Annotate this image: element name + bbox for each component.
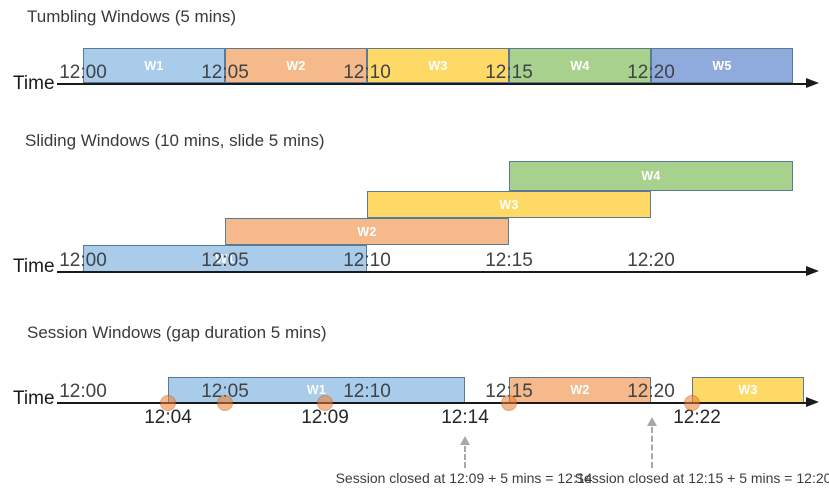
- event-time-label: 12:22: [673, 407, 721, 428]
- event-dot: [684, 395, 700, 411]
- tick-label: 12:05: [201, 250, 249, 271]
- tick-label: 12:20: [627, 62, 675, 83]
- window-label: W4: [570, 58, 590, 73]
- session-closed-annotation-2: Session closed at 12:15 + 5 mins = 12:20: [574, 470, 829, 486]
- axis-arrowhead-icon: [806, 78, 819, 88]
- tick-label: 12:00: [59, 381, 107, 402]
- tick-label: 12:10: [343, 250, 391, 271]
- event-dot: [501, 395, 517, 411]
- tick-label: 12:10: [343, 62, 391, 83]
- sliding-window-w2: W2: [225, 218, 509, 245]
- sliding-window-w1: W1: [83, 245, 367, 272]
- annotation-arrowhead-icon: [647, 417, 657, 426]
- sliding-window-w4: W4: [509, 161, 793, 191]
- session-window-w3: W3: [692, 377, 804, 403]
- event-time-label: 12:04: [144, 407, 192, 428]
- window-label: W3: [428, 58, 448, 73]
- session-window-w2: W2: [509, 377, 651, 403]
- axis-arrowhead-icon: [806, 397, 819, 407]
- window-label: W4: [641, 169, 661, 183]
- event-dot: [317, 395, 333, 411]
- annotation-arrow-line: [464, 446, 466, 468]
- window-label: W3: [499, 197, 519, 212]
- tick-label: 12:05: [201, 381, 249, 402]
- tick-label: 12:20: [627, 381, 675, 402]
- annotation-arrow-line: [651, 427, 653, 468]
- sliding-window-w3: W3: [367, 191, 651, 218]
- tumbling-title: Tumbling Windows (5 mins): [27, 7, 237, 26]
- window-label: W2: [286, 58, 306, 73]
- window-label: W1: [144, 58, 164, 73]
- tumbling-window-w3: W3: [367, 48, 509, 83]
- window-label: W1: [215, 251, 235, 266]
- event-dot: [160, 395, 176, 411]
- tumbling-window-w5: W5: [651, 48, 793, 83]
- event-dot: [217, 395, 233, 411]
- axis-label-time: Time: [13, 388, 55, 409]
- tumbling-window-w1: W1: [83, 48, 225, 83]
- axis-label-time: Time: [13, 73, 55, 94]
- event-time-label: 12:09: [301, 407, 349, 428]
- tick-label: 12:00: [59, 250, 107, 271]
- time-axis: [57, 402, 807, 404]
- tick-label: 12:00: [59, 62, 107, 83]
- time-axis: [57, 271, 807, 273]
- tick-label: 12:05: [201, 62, 249, 83]
- event-time-label: 12:14: [441, 407, 489, 428]
- tick-label: 12:15: [485, 381, 533, 402]
- tick-label: 12:15: [485, 250, 533, 271]
- window-label: W2: [570, 383, 590, 397]
- axis-label-time: Time: [13, 256, 55, 277]
- tick-label: 12:20: [627, 250, 675, 271]
- axis-arrowhead-icon: [806, 266, 819, 276]
- tumbling-window-w2: W2: [225, 48, 367, 83]
- window-label: W2: [357, 224, 377, 239]
- time-axis: [57, 83, 807, 85]
- tumbling-window-w4: W4: [509, 48, 651, 83]
- session-title: Session Windows (gap duration 5 mins): [27, 323, 327, 342]
- sliding-title: Sliding Windows (10 mins, slide 5 mins): [25, 131, 325, 150]
- tick-label: 12:15: [485, 62, 533, 83]
- tick-label: 12:10: [343, 381, 391, 402]
- annotation-arrowhead-icon: [460, 436, 470, 445]
- window-label: W1: [306, 383, 327, 397]
- session-closed-annotation-1: Session closed at 12:09 + 5 mins = 12:14: [335, 470, 593, 486]
- window-label: W5: [712, 58, 732, 73]
- window-label: W3: [738, 383, 758, 397]
